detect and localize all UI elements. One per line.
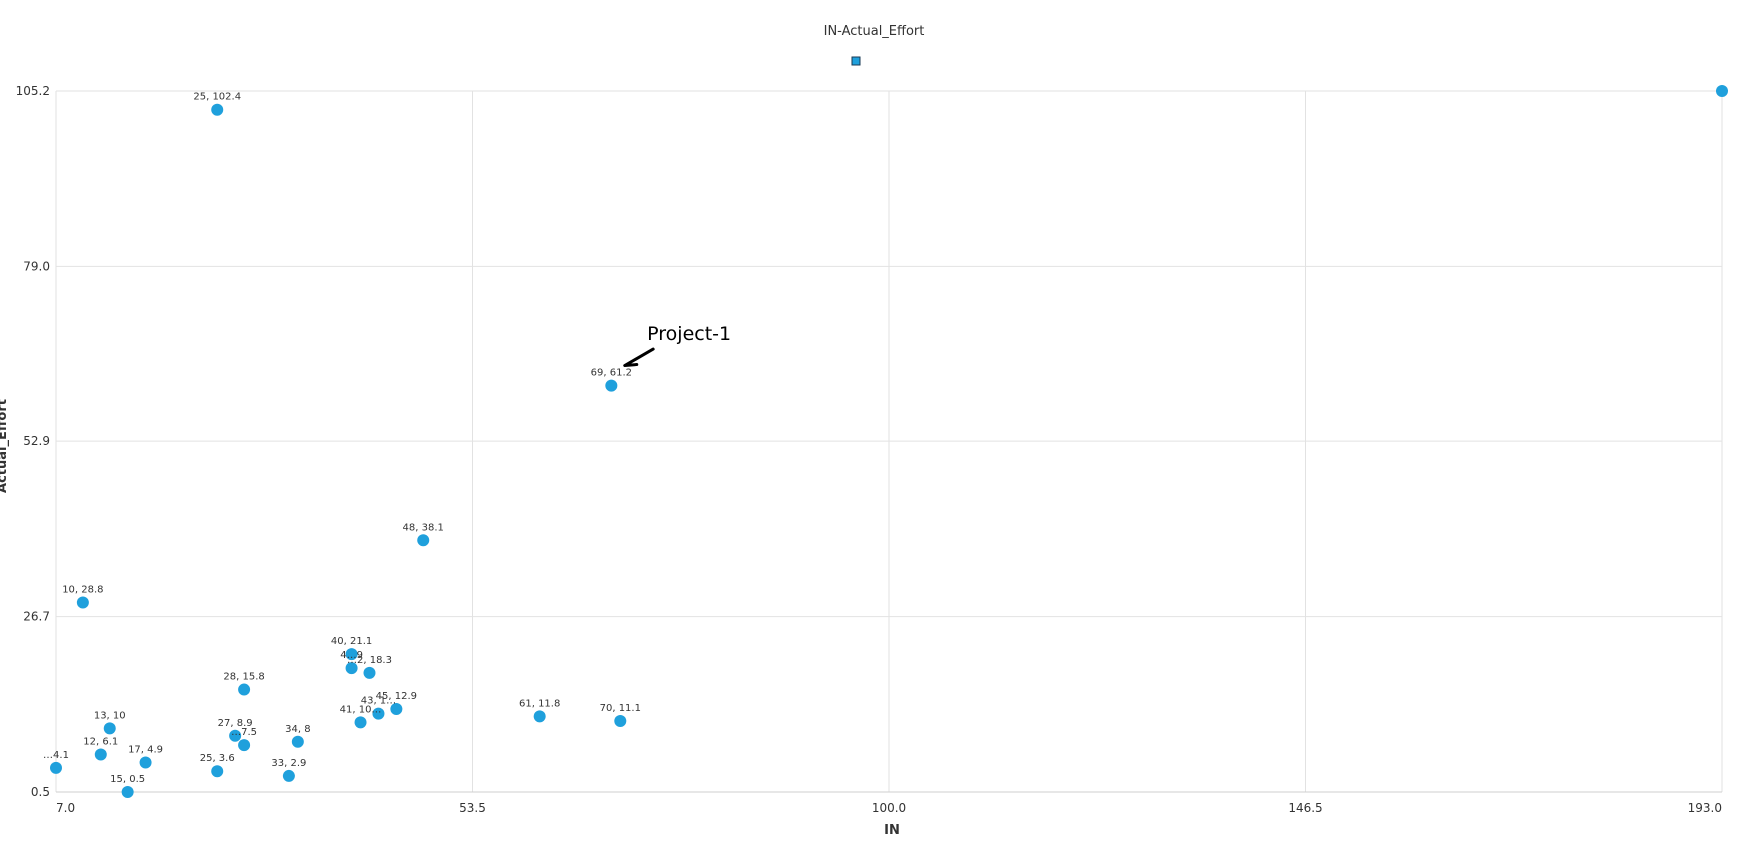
data-label: 45, 12.9 xyxy=(376,691,417,702)
data-point[interactable] xyxy=(94,748,107,761)
grid-lines xyxy=(55,90,1723,793)
data-point[interactable] xyxy=(605,379,618,392)
data-point[interactable] xyxy=(121,786,134,798)
annotations: Project-1 xyxy=(623,323,731,368)
data-point[interactable] xyxy=(354,716,367,729)
data-point[interactable] xyxy=(345,648,358,661)
data-label: 13, 10 xyxy=(94,710,126,721)
y-tick-label: 0.5 xyxy=(31,785,50,799)
data-label: 12, 6.1 xyxy=(83,737,118,748)
data-label: 28, 15.8 xyxy=(223,672,264,683)
legend-marker[interactable] xyxy=(851,56,861,66)
data-point[interactable] xyxy=(229,729,242,742)
data-point[interactable] xyxy=(282,769,295,782)
data-label: 48, 38.1 xyxy=(403,522,444,533)
data-point[interactable] xyxy=(76,596,89,609)
data-label: 43, 1… xyxy=(361,696,396,707)
y-tick-label: 26.7 xyxy=(23,610,50,624)
data-points: 25, 102.4 69, 61.2 48, 38.1 10, 28.8 40, 21.… xyxy=(43,85,1728,798)
data-point[interactable] xyxy=(238,739,251,752)
data-point[interactable] xyxy=(390,702,403,715)
data-label: …7.5 xyxy=(231,727,257,738)
data-point[interactable] xyxy=(238,683,251,696)
data-label: 33, 2.9 xyxy=(271,758,306,769)
data-point[interactable] xyxy=(1716,85,1728,97)
data-point[interactable] xyxy=(50,761,62,774)
data-point[interactable] xyxy=(417,534,430,547)
data-point[interactable] xyxy=(211,765,224,778)
data-label: 25, 102.4 xyxy=(193,92,241,103)
x-tick-label: 193.0 xyxy=(1688,801,1722,815)
annotation-arrow xyxy=(623,347,655,368)
x-axis-label: IN xyxy=(884,823,900,838)
data-label: 40, 21.1 xyxy=(331,636,372,647)
data-label: 34, 8 xyxy=(285,724,310,735)
data-label: 41, 10… xyxy=(340,704,382,715)
y-tick-label: 52.9 xyxy=(23,434,50,448)
tick-labels: 7.0 53.5 100.0 146.5 193.0 0.5 26.7 52.9 79.0 105… xyxy=(16,84,1722,815)
chart-title: IN-Actual_Effort xyxy=(824,24,925,39)
data-point[interactable] xyxy=(363,666,376,679)
y-tick-label: 105.2 xyxy=(16,84,50,98)
y-axis-label: Actual_Effort xyxy=(0,399,10,493)
data-label: 17, 4.9 xyxy=(128,745,163,756)
y-tick-label: 79.0 xyxy=(23,259,50,273)
x-tick-label: 7.0 xyxy=(56,801,75,815)
data-point[interactable] xyxy=(211,103,224,116)
x-tick-label: 146.5 xyxy=(1288,801,1322,815)
data-label: …2, 18.3 xyxy=(347,655,392,666)
data-label: 10, 28.8 xyxy=(62,585,103,596)
data-label: …4.1 xyxy=(43,750,69,761)
data-label: 61, 11.8 xyxy=(519,698,560,709)
x-tick-label: 53.5 xyxy=(459,801,486,815)
data-label: 15, 0.5 xyxy=(110,774,145,785)
data-label: 25, 3.6 xyxy=(200,753,235,764)
data-point[interactable] xyxy=(103,722,116,735)
data-point[interactable] xyxy=(372,707,385,720)
data-point[interactable] xyxy=(345,662,358,675)
data-point[interactable] xyxy=(291,735,304,748)
data-label: 69, 61.2 xyxy=(591,368,632,379)
data-point[interactable] xyxy=(533,710,546,723)
data-point[interactable] xyxy=(139,756,152,769)
data-point[interactable] xyxy=(614,715,627,728)
data-label: 27, 8.9 xyxy=(218,718,253,729)
x-tick-label: 100.0 xyxy=(872,801,906,815)
annotation-text: Project-1 xyxy=(647,323,731,345)
data-label: 4…9 xyxy=(340,650,363,661)
data-label: 70, 11.1 xyxy=(600,703,641,714)
